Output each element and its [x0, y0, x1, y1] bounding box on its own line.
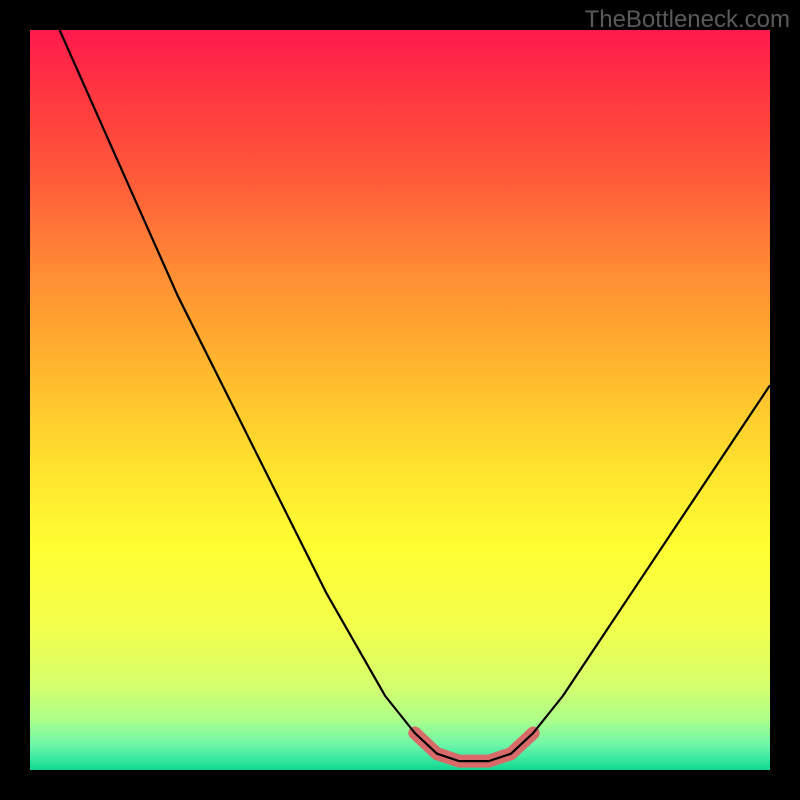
watermark-text: TheBottleneck.com [585, 6, 790, 34]
chart-container: TheBottleneck.com [0, 0, 800, 800]
gradient-background [30, 30, 770, 770]
plot-svg [30, 30, 770, 770]
plot-area [30, 30, 770, 770]
